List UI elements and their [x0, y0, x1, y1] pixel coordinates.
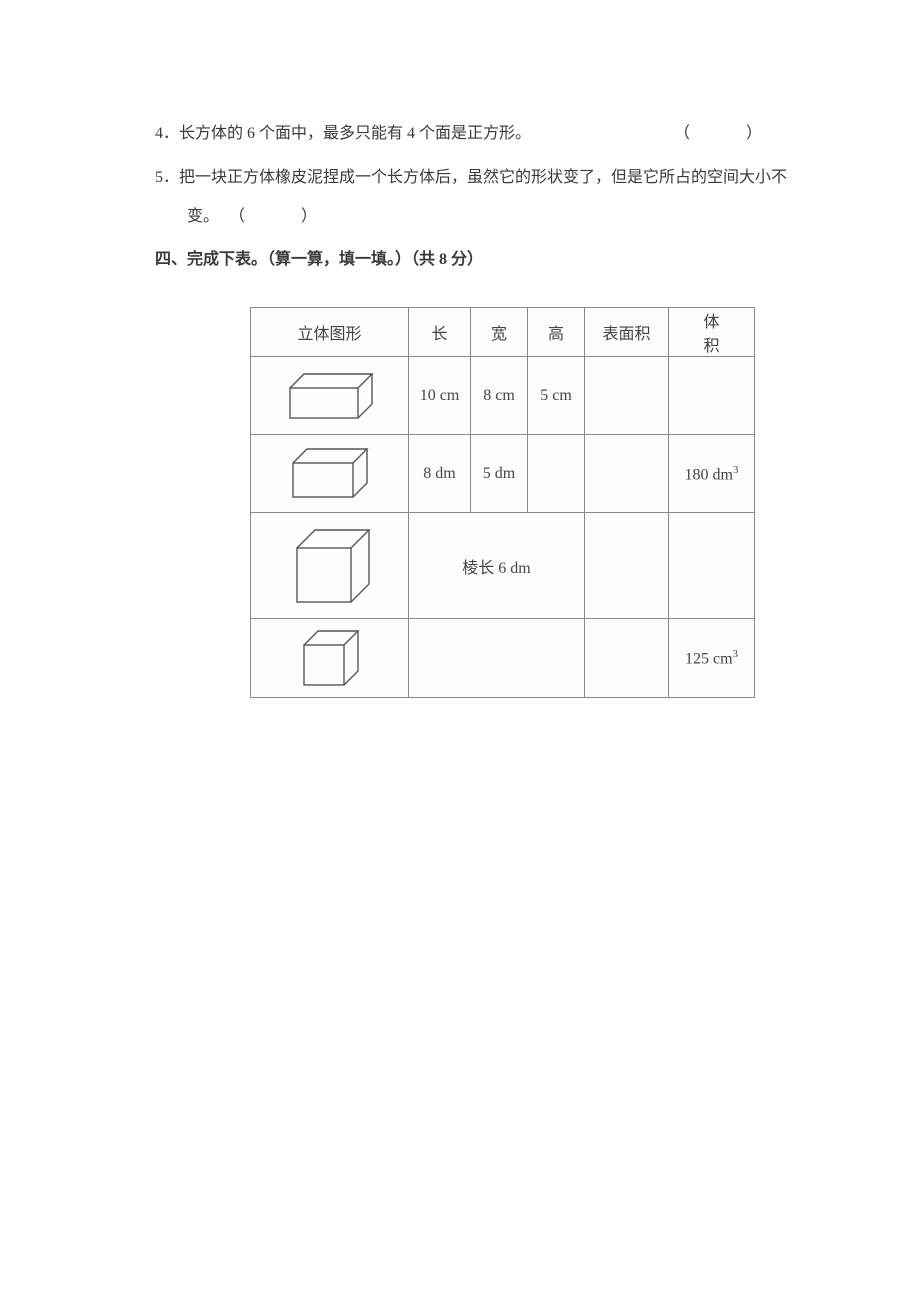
- cuboid-icon: [283, 445, 377, 503]
- question-4-blank: （ ）: [674, 115, 770, 153]
- question-5-line1: 把一块正方体橡皮泥捏成一个长方体后，虽然它的形状变了，但是它所占的空间大小不: [179, 159, 787, 197]
- cell-height-1: 5 cm: [528, 357, 585, 435]
- cell-volume-1: [669, 357, 755, 435]
- cell-edge-3: 棱长 6 dm: [409, 513, 585, 619]
- header-volume: 体 积: [669, 308, 755, 357]
- cell-volume-2-sup: 3: [733, 464, 739, 476]
- header-width: 宽: [471, 308, 528, 357]
- question-5-line2-text: 变。: [187, 208, 219, 225]
- header-height: 高: [528, 308, 585, 357]
- table-row: 125 cm3: [251, 619, 755, 698]
- header-length: 长: [409, 308, 471, 357]
- cell-length-1: 10 cm: [409, 357, 471, 435]
- cell-edge-4: [409, 619, 585, 698]
- cell-surface-3: [585, 513, 669, 619]
- question-5-blank: （ ）: [229, 208, 325, 225]
- table-row: 8 dm 5 dm 180 dm3: [251, 435, 755, 513]
- cell-shape-1: [251, 357, 409, 435]
- cell-volume-3: [669, 513, 755, 619]
- question-5-number: 5．: [155, 159, 179, 197]
- cell-surface-4: [585, 619, 669, 698]
- table-container: 立体图形 长 宽 高 表面积 体 积: [155, 307, 850, 698]
- cell-surface-1: [585, 357, 669, 435]
- cell-height-2: [528, 435, 585, 513]
- cell-shape-3: [251, 513, 409, 619]
- table-row: 10 cm 8 cm 5 cm: [251, 357, 755, 435]
- cell-surface-2: [585, 435, 669, 513]
- cuboid-icon: [280, 368, 380, 424]
- section-4-title: 四、完成下表。（算一算，填一填。）（共 8 分）: [155, 242, 850, 277]
- question-5-line2: 变。 （ ）: [155, 198, 850, 236]
- solids-table: 立体图形 长 宽 高 表面积 体 积: [250, 307, 755, 698]
- cell-length-2: 8 dm: [409, 435, 471, 513]
- cell-width-2: 5 dm: [471, 435, 528, 513]
- cell-volume-4-sup: 3: [733, 648, 739, 660]
- cube-icon: [294, 625, 366, 691]
- cube-icon: [285, 522, 375, 610]
- question-4-number: 4．: [155, 115, 179, 153]
- cell-volume-4-val: 125 cm: [685, 651, 733, 668]
- question-5: 5． 把一块正方体橡皮泥捏成一个长方体后，虽然它的形状变了，但是它所占的空间大小…: [155, 159, 850, 236]
- header-surface-area: 表面积: [585, 308, 669, 357]
- cell-shape-2: [251, 435, 409, 513]
- table-row: 棱长 6 dm: [251, 513, 755, 619]
- cell-volume-2: 180 dm3: [669, 435, 755, 513]
- table-header-row: 立体图形 长 宽 高 表面积 体 积: [251, 308, 755, 357]
- cell-volume-2-val: 180 dm: [685, 466, 733, 483]
- header-shape: 立体图形: [251, 308, 409, 357]
- cell-width-1: 8 cm: [471, 357, 528, 435]
- cell-shape-4: [251, 619, 409, 698]
- question-4: 4． 长方体的 6 个面中，最多只能有 4 个面是正方形。 （ ）: [155, 115, 850, 153]
- cell-volume-4: 125 cm3: [669, 619, 755, 698]
